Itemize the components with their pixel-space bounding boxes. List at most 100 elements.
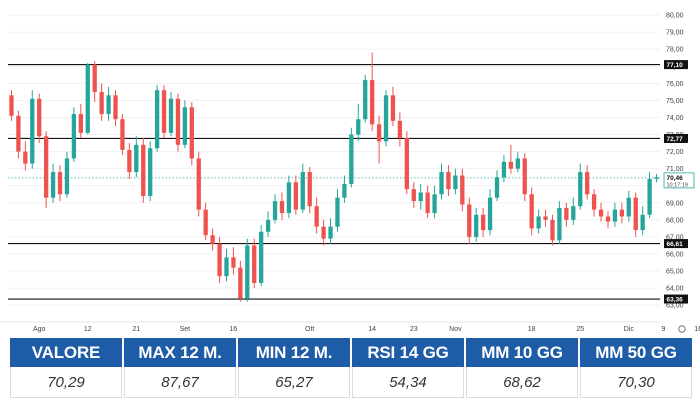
candle-body (480, 214, 486, 231)
candle-body (474, 214, 479, 237)
x-tick-label: 14 (368, 326, 376, 333)
x-tick-label: 21 (132, 326, 140, 333)
candle-body (78, 114, 83, 133)
candle-body (286, 182, 292, 214)
candle-body (439, 172, 444, 195)
y-tick-label: 74,00 (666, 115, 684, 122)
candle-body (529, 194, 534, 229)
candle-body (189, 107, 194, 159)
candle-body (210, 235, 215, 244)
y-tick-label: 78,00 (666, 47, 684, 54)
level-tag-label: 72,77 (667, 136, 684, 143)
candle-body (633, 197, 638, 231)
y-tick-label: 64,00 (666, 286, 684, 293)
candle-body (335, 197, 340, 227)
candle-body (252, 245, 257, 283)
candle-body (203, 209, 208, 236)
candle-body (30, 98, 35, 164)
candle-body (494, 177, 500, 198)
price-chart[interactable]: 80,0079,0078,0077,0076,0075,0074,0073,00… (0, 0, 700, 338)
x-tick-label: Ott (305, 326, 314, 333)
candle-body (154, 90, 160, 149)
stat-value: 65,27 (238, 367, 350, 398)
candle-body (356, 119, 361, 135)
candle-body (85, 64, 90, 133)
level-tag (664, 294, 688, 304)
candle-body (349, 134, 354, 185)
candle-body (92, 64, 97, 92)
candle-body (467, 204, 472, 237)
candle-body (293, 182, 299, 210)
candlestick-chart-svg[interactable]: 80,0079,0078,0077,0076,0075,0074,0073,00… (0, 0, 700, 338)
x-tick-label: Dic (624, 326, 635, 333)
candle-body (501, 161, 507, 178)
candle-body (71, 114, 77, 159)
stat-valore: VALORE 70,29 (10, 338, 122, 398)
candle-body (43, 136, 49, 198)
y-tick-label: 63,00 (666, 303, 684, 310)
candle-body (314, 206, 319, 227)
candle-body (161, 90, 167, 133)
current-price-label: 70,46 (667, 175, 684, 182)
candle-body (300, 172, 305, 210)
y-tick-label: 68,00 (666, 217, 684, 224)
level-tag-label: 77,10 (667, 62, 684, 69)
candle-body (460, 175, 465, 205)
candle-body (598, 209, 604, 217)
candle-body (515, 158, 520, 169)
x-tick-label: 16 (694, 326, 700, 333)
candle-body (404, 137, 409, 190)
candle-body (446, 172, 451, 190)
candle-body (9, 95, 14, 116)
stat-max-12m: MAX 12 M. 87,67 (124, 338, 236, 398)
candle-body (550, 219, 555, 241)
candle-body (363, 79, 368, 120)
x-tick-label: 23 (410, 326, 418, 333)
stat-value: 68,62 (466, 367, 578, 398)
x-tick-label: 9 (662, 326, 666, 333)
candle-body (564, 207, 569, 220)
candle-body (342, 184, 347, 198)
settings-icon (678, 325, 686, 333)
candle-body (397, 120, 403, 138)
candle-body (321, 226, 326, 239)
stat-label: RSI 14 GG (352, 338, 464, 367)
stat-min-12m: MIN 12 M. 65,27 (238, 338, 350, 398)
candle-body (50, 172, 56, 198)
candle-body (217, 243, 222, 277)
stat-mm-10gg: MM 10 GG 68,62 (466, 338, 578, 398)
candle-body (238, 267, 243, 299)
level-tag-label: 66,61 (667, 241, 684, 248)
candle-body (536, 216, 541, 229)
candle-body (369, 79, 375, 125)
candle-body (120, 119, 125, 150)
candle-body (522, 158, 527, 195)
candle-body (425, 192, 430, 214)
y-tick-label: 80,00 (666, 13, 684, 20)
stat-rsi-14gg: RSI 14 GG 54,34 (352, 338, 464, 398)
x-tick-label: 12 (84, 326, 92, 333)
candle-body (134, 144, 139, 173)
candle-body (376, 124, 382, 142)
candle-body (640, 214, 645, 231)
candle-body (432, 194, 437, 214)
stat-value: 87,67 (124, 367, 236, 398)
candle-body (37, 98, 42, 137)
stat-mm-50gg: MM 50 GG 70,30 (580, 338, 692, 398)
candle-body (141, 144, 146, 196)
y-tick-label: 72,00 (666, 149, 684, 156)
candle-body (585, 172, 590, 195)
candle-body (272, 201, 278, 220)
candle-body (383, 95, 389, 142)
candle-body (265, 219, 271, 232)
candle-body (411, 189, 416, 202)
candle-body (127, 149, 132, 173)
candle-body (231, 257, 236, 268)
level-tag-label: 63,36 (667, 296, 684, 303)
candle-body (99, 91, 104, 115)
candle-body (113, 95, 118, 120)
y-tick-label: 69,00 (666, 200, 684, 207)
y-tick-label: 75,00 (666, 98, 684, 105)
level-tag (664, 239, 688, 249)
candle-body (279, 201, 285, 214)
